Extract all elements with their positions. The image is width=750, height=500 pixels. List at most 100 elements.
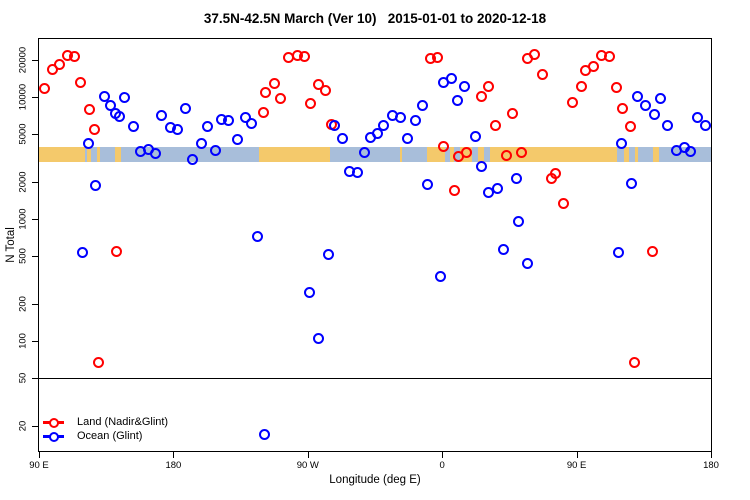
data-point-ocean bbox=[232, 133, 244, 145]
y-axis-tick-label: 100 bbox=[17, 332, 29, 349]
map-band-segment-land bbox=[400, 146, 402, 162]
x-axis-tick-label: 90 E bbox=[29, 460, 49, 471]
data-point-ocean bbox=[491, 182, 503, 194]
data-point-land bbox=[603, 50, 615, 62]
x-axis-title: Longitude (deg E) bbox=[329, 474, 421, 486]
map-band-segment-ocean bbox=[484, 146, 490, 162]
data-point-ocean bbox=[639, 100, 651, 112]
x-axis-tick bbox=[307, 452, 309, 458]
data-point-ocean bbox=[475, 160, 487, 172]
map-band-segment-ocean bbox=[91, 146, 98, 162]
data-point-ocean bbox=[155, 109, 167, 121]
data-point-land bbox=[75, 77, 87, 89]
data-point-ocean bbox=[692, 111, 704, 123]
y-axis-tick-label: 500 bbox=[17, 247, 29, 264]
x-axis-tick bbox=[173, 452, 175, 458]
data-point-land bbox=[490, 119, 502, 131]
map-band-segment-ocean bbox=[401, 146, 428, 162]
legend-item-land: Land (Nadir&Glint) bbox=[43, 415, 168, 429]
data-point-land bbox=[557, 198, 569, 210]
chart-title: 37.5N-42.5N March (Ver 10) 2015-01-01 to… bbox=[203, 11, 547, 26]
data-point-ocean bbox=[612, 247, 624, 259]
data-point-land bbox=[647, 246, 659, 258]
land-marker-icon bbox=[43, 415, 64, 429]
data-point-ocean bbox=[172, 124, 184, 136]
data-point-land bbox=[438, 141, 450, 153]
data-point-ocean bbox=[114, 110, 126, 122]
x-axis-tick bbox=[39, 452, 40, 458]
data-point-land bbox=[536, 68, 548, 80]
data-point-land bbox=[84, 104, 96, 116]
x-axis-tick-label: 180 bbox=[165, 460, 182, 471]
map-band-segment-land bbox=[652, 146, 659, 162]
x-axis-tick-label: 0 bbox=[439, 460, 445, 471]
data-point-ocean bbox=[187, 153, 199, 165]
data-point-ocean bbox=[497, 244, 509, 256]
data-point-ocean bbox=[76, 247, 88, 259]
map-band-segment-ocean bbox=[472, 146, 479, 162]
map-band-segment-land bbox=[634, 146, 638, 162]
data-point-ocean bbox=[469, 130, 481, 142]
data-point-ocean bbox=[99, 91, 111, 103]
data-point-ocean bbox=[626, 178, 638, 190]
data-point-land bbox=[611, 82, 623, 94]
data-point-ocean bbox=[417, 99, 429, 111]
data-point-ocean bbox=[149, 148, 161, 160]
data-point-ocean bbox=[662, 120, 674, 132]
data-point-ocean bbox=[209, 145, 221, 156]
y-axis-tick bbox=[32, 219, 38, 221]
data-point-ocean bbox=[90, 179, 102, 191]
data-point-ocean bbox=[402, 133, 414, 145]
data-point-land bbox=[515, 147, 527, 159]
data-point-ocean bbox=[648, 108, 660, 120]
data-point-ocean bbox=[258, 429, 270, 441]
y-axis-tick bbox=[32, 426, 38, 428]
data-point-ocean bbox=[512, 216, 524, 228]
y-axis-tick-label: 2000 bbox=[17, 171, 29, 193]
map-band-segment-ocean bbox=[100, 146, 116, 162]
y-axis-tick bbox=[32, 97, 38, 99]
data-point-land bbox=[629, 356, 641, 368]
data-point-land bbox=[475, 91, 487, 103]
map-band-segment-ocean bbox=[616, 146, 625, 162]
map-band-segment-ocean bbox=[628, 146, 635, 162]
reference-line-50 bbox=[39, 377, 711, 379]
data-point-ocean bbox=[699, 119, 711, 131]
data-point-ocean bbox=[312, 332, 324, 344]
map-band-segment-land bbox=[97, 146, 101, 162]
data-point-ocean bbox=[615, 137, 627, 149]
data-point-ocean bbox=[394, 111, 406, 123]
data-point-ocean bbox=[632, 91, 644, 103]
data-point-land bbox=[93, 356, 105, 368]
map-band-segment-land bbox=[624, 146, 629, 162]
data-point-ocean bbox=[372, 128, 384, 140]
data-point-ocean bbox=[118, 92, 130, 104]
map-band-segment-ocean bbox=[85, 146, 87, 162]
data-point-land bbox=[111, 246, 123, 258]
data-point-land bbox=[529, 48, 541, 60]
data-point-ocean bbox=[421, 179, 433, 190]
data-point-land bbox=[460, 147, 472, 159]
data-point-land bbox=[482, 80, 494, 92]
data-point-ocean bbox=[239, 111, 251, 123]
data-point-ocean bbox=[409, 114, 421, 126]
data-point-ocean bbox=[245, 118, 257, 130]
y-axis-tick-label: 50 bbox=[17, 372, 29, 383]
data-point-ocean bbox=[378, 120, 390, 132]
map-band-segment-land bbox=[258, 146, 331, 162]
data-point-land bbox=[305, 98, 317, 110]
data-point-ocean bbox=[329, 120, 341, 132]
data-point-land bbox=[54, 59, 66, 71]
data-point-land bbox=[550, 167, 562, 179]
data-point-ocean bbox=[451, 94, 463, 106]
legend-label-land: Land (Nadir&Glint) bbox=[77, 416, 169, 428]
map-band-segment-land bbox=[449, 146, 455, 162]
data-point-ocean bbox=[251, 230, 263, 242]
data-point-ocean bbox=[223, 114, 235, 126]
data-point-ocean bbox=[459, 80, 471, 92]
y-axis-tick-label: 1000 bbox=[17, 208, 29, 230]
data-point-ocean bbox=[654, 93, 666, 105]
data-point-ocean bbox=[521, 257, 533, 269]
data-point-ocean bbox=[179, 102, 191, 114]
map-band-segment-ocean bbox=[637, 146, 653, 162]
